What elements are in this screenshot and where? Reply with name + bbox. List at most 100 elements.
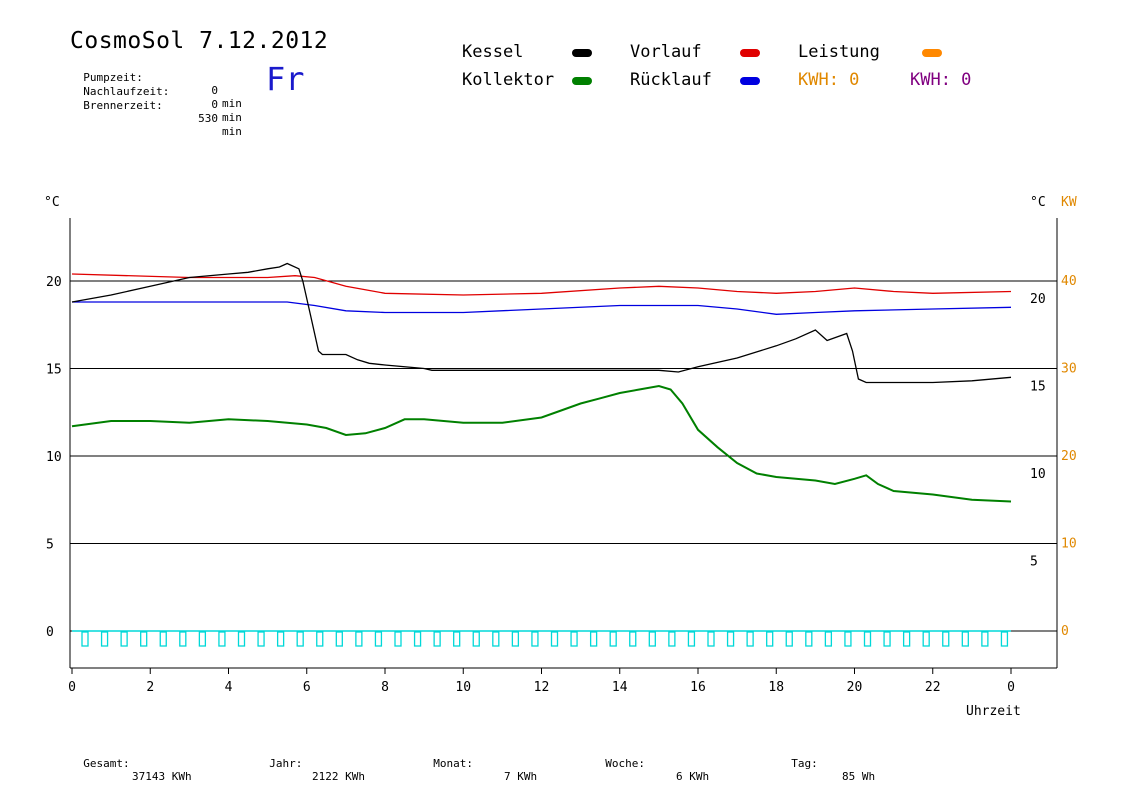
legend-ruecklauf-swatch bbox=[740, 77, 760, 85]
chart-title: CosmoSol 7.12.2012 bbox=[70, 28, 329, 54]
burner-time-label: Brennerzeit: bbox=[83, 99, 163, 112]
y-tick-label-right-kw: 40 bbox=[1061, 274, 1077, 289]
burner-time-unit: min bbox=[222, 125, 242, 138]
leistung-pulse-marker bbox=[492, 631, 500, 647]
y-tick-label-left: 15 bbox=[46, 363, 62, 378]
leistung-pulse-marker bbox=[609, 631, 617, 647]
footer-woche: Woche: 6 KWh bbox=[592, 744, 709, 783]
leistung-pulse-marker bbox=[687, 631, 696, 647]
leistung-pulse-marker bbox=[824, 631, 833, 647]
footer-jahr: Jahr: 2122 KWh bbox=[256, 744, 365, 783]
footer-gesamt-value: 37143 KWh bbox=[132, 770, 192, 783]
legend-vorlauf-label: Vorlauf bbox=[630, 42, 702, 62]
leistung-pulse-marker bbox=[589, 631, 598, 647]
leistung-pulse-marker bbox=[316, 631, 324, 647]
leistung-pulse-marker bbox=[785, 631, 793, 647]
footer-monat-label: Monat: bbox=[433, 757, 473, 770]
y-axis-label-right-kw: KW bbox=[1061, 195, 1077, 210]
followup-time-unit: min bbox=[222, 111, 242, 124]
pump-time: Pumpzeit: 0 min bbox=[70, 58, 242, 110]
footer-tag: Tag: 85 Wh bbox=[778, 744, 875, 783]
leistung-pulse-marker bbox=[276, 631, 285, 647]
leistung-pulse-marker bbox=[335, 631, 343, 647]
x-tick-label: 0 bbox=[1007, 680, 1015, 695]
leistung-pulse-marker bbox=[902, 631, 911, 647]
leistung-pulse-marker bbox=[961, 631, 969, 647]
kwh-orange-readout: KWH: 0 bbox=[798, 70, 860, 90]
leistung-pulse-marker bbox=[550, 631, 559, 647]
series-line-kollektor bbox=[71, 384, 1012, 503]
x-tick-label: 12 bbox=[534, 680, 550, 695]
leistung-pulse-marker bbox=[140, 631, 148, 647]
x-tick-label: 20 bbox=[847, 680, 863, 695]
leistung-pulse-marker bbox=[100, 631, 109, 647]
y-tick-label-left: 5 bbox=[46, 538, 54, 553]
burner-time-value: 530 bbox=[198, 112, 218, 125]
leistung-pulse-marker bbox=[355, 631, 363, 647]
y-tick-label-left: 10 bbox=[46, 450, 62, 465]
legend-kessel-label: Kessel bbox=[462, 42, 524, 62]
pump-time-value: 0 bbox=[211, 84, 218, 97]
weekday-label: Fr bbox=[266, 60, 305, 98]
leistung-pulse-marker bbox=[257, 631, 265, 647]
leistung-pulse-marker bbox=[472, 631, 480, 647]
x-tick-label: 18 bbox=[768, 680, 784, 695]
leistung-pulse-marker bbox=[766, 631, 774, 647]
series-line-vorlauf bbox=[71, 273, 1012, 296]
followup-time-value: 0 bbox=[211, 98, 218, 111]
kwh-purple-readout: KWH: 0 bbox=[910, 70, 972, 90]
y-tick-label-left: 0 bbox=[46, 625, 54, 640]
leistung-pulse-marker bbox=[668, 631, 676, 647]
leistung-pulse-marker bbox=[179, 631, 187, 647]
x-tick-label: 4 bbox=[225, 680, 233, 695]
leistung-pulse-marker bbox=[218, 631, 226, 647]
leistung-pulse-marker bbox=[531, 631, 539, 647]
leistung-pulse-marker bbox=[120, 631, 128, 647]
pump-time-label: Pumpzeit: bbox=[83, 71, 143, 84]
series-line-kessel bbox=[71, 262, 1012, 384]
y-tick-label-right: 10 bbox=[1030, 467, 1046, 482]
x-tick-label: 6 bbox=[303, 680, 311, 695]
series-line-ruecklauf bbox=[72, 301, 1012, 315]
footer-monat: Monat: 7 KWh bbox=[420, 744, 537, 783]
footer-tag-value: 85 Wh bbox=[842, 770, 876, 783]
followup-time: Nachlaufzeit: 0 min bbox=[70, 72, 242, 124]
y-tick-label-right-kw: 0 bbox=[1061, 624, 1069, 639]
leistung-pulse-marker bbox=[981, 631, 989, 647]
legend-kessel-swatch bbox=[572, 49, 592, 57]
leistung-pulse-marker bbox=[198, 631, 207, 647]
legend-leistung-label: Leistung bbox=[798, 42, 880, 62]
y-tick-label-right-kw: 20 bbox=[1061, 449, 1077, 464]
leistung-pulse-marker bbox=[707, 631, 715, 647]
followup-time-label: Nachlaufzeit: bbox=[83, 85, 170, 98]
x-tick-label: 10 bbox=[455, 680, 471, 695]
footer-jahr-label: Jahr: bbox=[269, 757, 303, 770]
x-tick-label: 2 bbox=[146, 680, 154, 695]
leistung-pulse-marker bbox=[433, 631, 441, 647]
leistung-pulse-marker bbox=[296, 631, 304, 647]
footer-tag-label: Tag: bbox=[791, 757, 818, 770]
footer-gesamt: Gesamt: 37143 KWh bbox=[70, 744, 191, 783]
y-tick-label-left: 20 bbox=[46, 275, 62, 290]
leistung-pulse-marker bbox=[1000, 631, 1009, 647]
leistung-pulse-marker bbox=[629, 631, 637, 647]
legend-kollektor-swatch bbox=[572, 77, 592, 85]
legend-leistung-swatch bbox=[922, 49, 942, 57]
x-tick-label: 22 bbox=[925, 680, 941, 695]
leistung-pulse-marker bbox=[81, 631, 89, 647]
legend-kollektor-label: Kollektor bbox=[462, 70, 555, 90]
leistung-pulse-marker bbox=[159, 631, 167, 647]
leistung-pulse-marker bbox=[746, 631, 754, 647]
y-axis-label-left: °C bbox=[44, 195, 60, 210]
footer-gesamt-label: Gesamt: bbox=[83, 757, 130, 770]
y-tick-label-right: 5 bbox=[1030, 555, 1038, 570]
leistung-pulse-marker bbox=[237, 631, 246, 647]
y-tick-label-right: 15 bbox=[1030, 380, 1046, 395]
x-tick-label: 14 bbox=[612, 680, 628, 695]
y-tick-label-right-kw: 30 bbox=[1061, 362, 1077, 377]
leistung-pulse-marker bbox=[453, 631, 461, 647]
legend-vorlauf-swatch bbox=[740, 49, 760, 57]
leistung-pulse-marker bbox=[413, 631, 422, 647]
leistung-pulse-marker bbox=[805, 631, 813, 647]
